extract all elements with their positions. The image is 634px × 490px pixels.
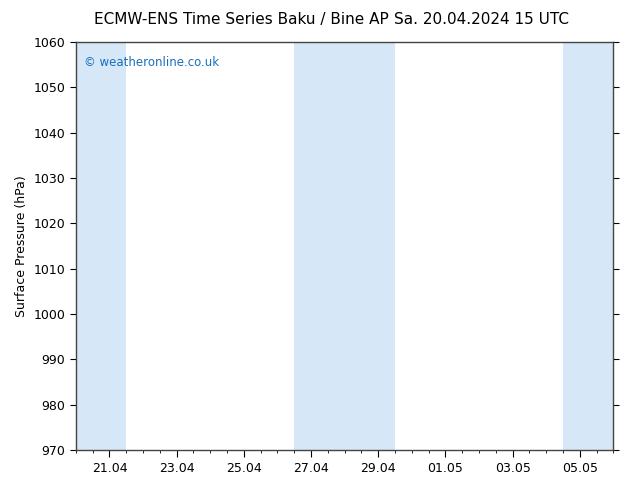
Bar: [563, 42, 597, 450]
Text: Sa. 20.04.2024 15 UTC: Sa. 20.04.2024 15 UTC: [394, 12, 569, 27]
Bar: [76, 42, 126, 450]
Text: © weatheronline.co.uk: © weatheronline.co.uk: [84, 56, 219, 70]
Bar: [294, 42, 361, 450]
Bar: [597, 42, 614, 450]
Y-axis label: Surface Pressure (hPa): Surface Pressure (hPa): [15, 175, 28, 317]
Text: ECMW-ENS Time Series Baku / Bine AP: ECMW-ENS Time Series Baku / Bine AP: [94, 12, 388, 27]
Bar: [361, 42, 395, 450]
